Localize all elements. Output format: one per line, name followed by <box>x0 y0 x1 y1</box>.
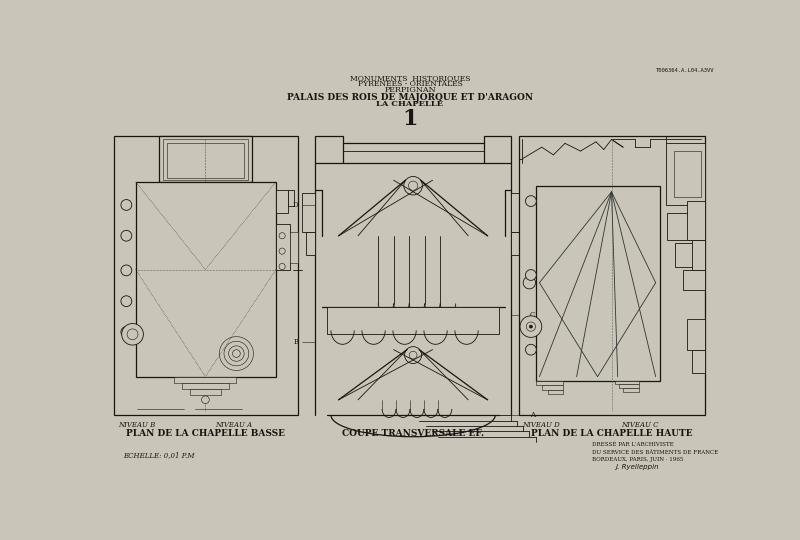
Circle shape <box>523 276 535 289</box>
Bar <box>687 201 705 240</box>
Circle shape <box>526 345 536 355</box>
Circle shape <box>520 316 542 338</box>
Bar <box>548 390 562 394</box>
Text: NIVEAU C: NIVEAU C <box>621 421 658 429</box>
Circle shape <box>122 323 143 345</box>
Bar <box>159 136 252 182</box>
Bar <box>687 319 705 350</box>
Text: PALAIS DES ROIS DE MAJORQUE ET D'ARAGON: PALAIS DES ROIS DE MAJORQUE ET D'ARAGON <box>287 93 533 102</box>
Circle shape <box>279 233 286 239</box>
Circle shape <box>202 396 210 403</box>
Bar <box>276 190 287 213</box>
Text: PLAN DE LA CHAPELLE BASSE: PLAN DE LA CHAPELLE BASSE <box>126 429 285 438</box>
Bar <box>667 213 705 240</box>
Text: 1: 1 <box>402 107 418 130</box>
Bar <box>484 136 510 163</box>
Bar <box>290 232 298 262</box>
Circle shape <box>121 200 132 211</box>
Text: ECHELLE: 0,01 P.M: ECHELLE: 0,01 P.M <box>123 451 194 460</box>
Bar <box>510 232 520 255</box>
Text: LA CHAPELLE: LA CHAPELLE <box>377 100 443 108</box>
Circle shape <box>530 325 533 328</box>
Bar <box>674 151 701 197</box>
Bar <box>302 193 315 232</box>
Text: NIVEAU D: NIVEAU D <box>522 421 560 429</box>
Bar <box>535 381 562 385</box>
Bar <box>327 307 499 334</box>
Text: C: C <box>530 311 535 319</box>
Text: PYRENEES - ORIENTALES: PYRENEES - ORIENTALES <box>358 80 462 88</box>
Text: NIVEAU A: NIVEAU A <box>215 421 252 429</box>
Text: T006364.A.L04.A3VV: T006364.A.L04.A3VV <box>656 68 714 73</box>
Bar <box>174 377 237 383</box>
Bar <box>190 389 221 395</box>
Bar <box>619 384 638 388</box>
Text: PLAN DE LA CHAPELLE HAUTE: PLAN DE LA CHAPELLE HAUTE <box>530 429 692 438</box>
Text: DRESSÉ PAR L'ARCHIVISTE
DU SERVICE DES BÂTIMENTS DE FRANCE
BORDEAUX, PARIS, JUIN: DRESSÉ PAR L'ARCHIVISTE DU SERVICE DES B… <box>592 442 718 462</box>
Bar <box>615 381 638 384</box>
Bar <box>623 388 638 392</box>
Circle shape <box>526 195 536 206</box>
Text: MONUMENTS  HISTORIQUES: MONUMENTS HISTORIQUES <box>350 74 470 82</box>
Circle shape <box>121 296 132 307</box>
Bar <box>166 143 244 178</box>
Bar <box>315 136 342 163</box>
Bar <box>287 190 294 206</box>
Circle shape <box>121 265 132 276</box>
Bar <box>114 136 298 415</box>
Circle shape <box>526 269 536 280</box>
Bar <box>162 139 248 179</box>
Text: J. Ryelleppin: J. Ryelleppin <box>615 464 659 470</box>
Circle shape <box>279 264 286 269</box>
Text: B: B <box>294 338 298 346</box>
Bar <box>675 244 705 267</box>
Bar <box>666 143 705 205</box>
Bar <box>276 224 290 271</box>
Text: NIVEAU B: NIVEAU B <box>118 421 155 429</box>
Bar <box>692 240 705 271</box>
Circle shape <box>121 231 132 241</box>
Bar <box>136 182 276 377</box>
Text: PERPIGNAN: PERPIGNAN <box>384 86 436 94</box>
Bar <box>683 271 705 289</box>
Bar <box>518 136 705 415</box>
Text: COUPE TRANSVERSALE EF.: COUPE TRANSVERSALE EF. <box>342 429 484 438</box>
Bar <box>692 350 705 373</box>
Circle shape <box>523 323 535 335</box>
Text: D: D <box>293 201 298 209</box>
Bar <box>182 383 229 389</box>
Circle shape <box>279 248 286 254</box>
Bar <box>306 232 315 255</box>
Bar <box>535 186 659 381</box>
Bar <box>510 193 525 232</box>
Circle shape <box>121 327 132 338</box>
Text: A: A <box>530 411 535 419</box>
Bar <box>542 385 562 390</box>
